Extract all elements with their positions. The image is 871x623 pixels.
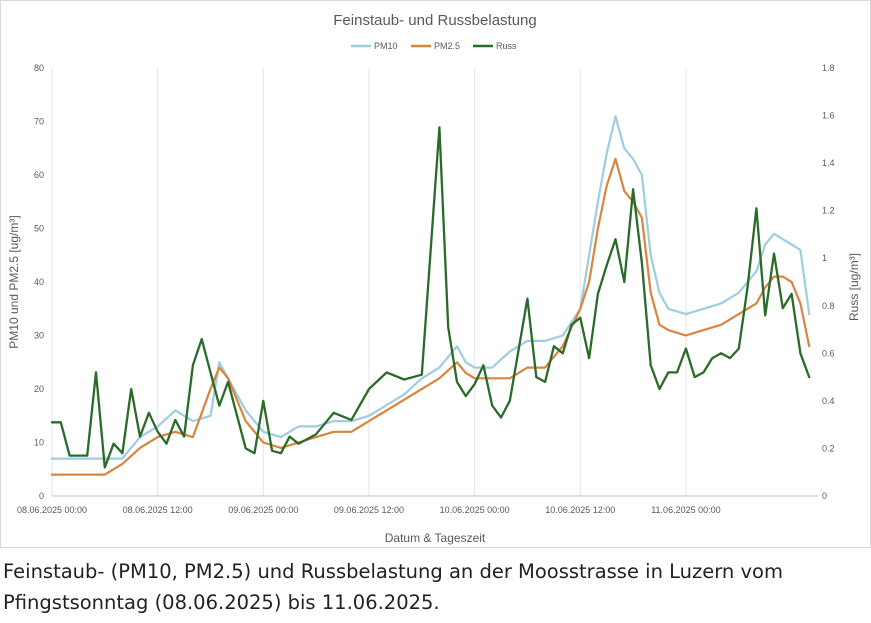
y2-tick-label: 0 <box>822 491 827 501</box>
y-tick-label: 80 <box>34 63 44 73</box>
x-tick-label: 11.06.2025 00:00 <box>651 505 720 515</box>
x-tick-label: 09.06.2025 00:00 <box>228 505 298 515</box>
y-tick-label: 20 <box>34 384 44 394</box>
y-axis-ticks: 0 10 20 30 40 50 60 70 80 <box>34 63 44 501</box>
x-tick-label: 08.06.2025 00:00 <box>17 505 87 515</box>
y-tick-label: 0 <box>39 491 44 501</box>
y2-tick-label: 1.6 <box>822 111 835 121</box>
chart-legend: PM10 PM2.5 Russ <box>351 41 517 51</box>
x-axis-label: Datum & Tageszeit <box>385 531 486 545</box>
x-tick-label: 10.06.2025 00:00 <box>440 505 510 515</box>
series-line-pm25 <box>50 157 811 476</box>
y2-tick-label: 1.8 <box>822 63 835 73</box>
y-axis-label: PM10 und PM2.5 [ug/m³] <box>7 215 21 348</box>
y2-tick-label: 0.8 <box>822 301 835 311</box>
chart-gridlines <box>51 68 687 496</box>
line-chart: Feinstaub- und Russbelastung PM10 PM2.5 Ru… <box>0 0 871 548</box>
x-tick-label: 08.06.2025 12:00 <box>123 505 193 515</box>
y2-tick-label: 1.4 <box>822 158 835 168</box>
chart-title: Feinstaub- und Russbelastung <box>333 12 536 29</box>
y-tick-label: 70 <box>34 117 44 127</box>
legend-label: Russ <box>496 41 517 51</box>
chart-series <box>50 115 811 476</box>
y2-axis-label: Russ [ug/m³] <box>847 253 861 321</box>
y2-tick-label: 0.4 <box>822 396 835 406</box>
chart-border <box>0 0 871 548</box>
legend-label: PM10 <box>374 41 398 51</box>
y2-tick-label: 1 <box>822 253 827 263</box>
y2-tick-label: 0.2 <box>822 443 835 453</box>
y2-tick-label: 0.6 <box>822 348 835 358</box>
y-tick-label: 40 <box>34 277 44 287</box>
y2-tick-label: 1.2 <box>822 206 835 216</box>
y-tick-label: 30 <box>34 331 44 341</box>
series-line-russ <box>50 126 811 469</box>
x-tick-label: 09.06.2025 12:00 <box>334 505 404 515</box>
chart-panel: Feinstaub- und Russbelastung PM10 PM2.5 Ru… <box>0 0 871 548</box>
x-axis-ticks: 08.06.2025 00:00 08.06.2025 12:00 09.06.20… <box>17 505 721 515</box>
figure-caption: Feinstaub- (PM10, PM2.5) und Russbelastu… <box>3 560 783 614</box>
y2-axis-ticks: 0 0.2 0.4 0.6 0.8 1 1.2 1.4 1.6 1.8 <box>822 63 835 501</box>
y-tick-label: 50 <box>34 224 44 234</box>
legend-label: PM2.5 <box>434 41 460 51</box>
x-tick-label: 10.06.2025 12:00 <box>545 505 615 515</box>
y-tick-label: 10 <box>34 438 44 448</box>
y-tick-label: 60 <box>34 170 44 180</box>
